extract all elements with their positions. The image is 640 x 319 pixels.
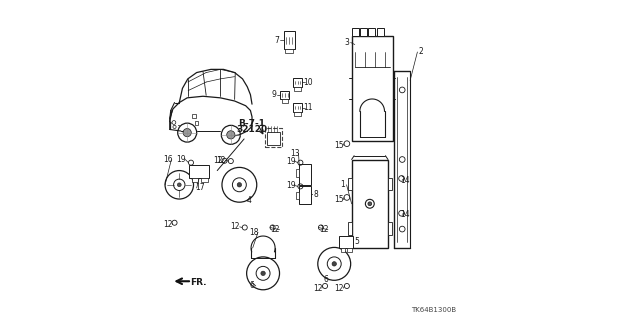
Circle shape xyxy=(368,202,372,206)
Text: 6: 6 xyxy=(324,275,329,284)
Bar xyxy=(340,248,346,252)
Bar xyxy=(347,248,351,252)
Bar xyxy=(388,222,392,235)
Text: 12: 12 xyxy=(163,220,172,229)
Bar xyxy=(192,114,196,118)
Bar xyxy=(300,164,312,185)
Bar xyxy=(195,121,198,125)
Bar xyxy=(293,78,302,87)
Text: 12: 12 xyxy=(313,284,322,293)
Bar xyxy=(351,36,393,141)
Text: 17: 17 xyxy=(195,183,205,192)
Text: 12: 12 xyxy=(213,156,223,165)
Text: 1: 1 xyxy=(340,180,345,189)
Bar xyxy=(351,160,388,248)
Bar xyxy=(285,49,293,53)
Bar xyxy=(360,28,367,36)
Text: 7: 7 xyxy=(275,36,279,45)
Text: 15: 15 xyxy=(334,141,344,150)
Bar xyxy=(294,87,301,91)
Text: B-7-1: B-7-1 xyxy=(239,119,266,128)
Text: 5: 5 xyxy=(354,237,359,246)
Text: 6: 6 xyxy=(250,281,255,291)
Bar xyxy=(266,132,280,145)
Bar xyxy=(352,28,359,36)
Bar xyxy=(377,28,384,36)
Bar xyxy=(300,186,312,204)
Text: 12: 12 xyxy=(334,284,344,293)
Circle shape xyxy=(261,271,266,276)
Bar xyxy=(293,103,302,112)
Text: 9: 9 xyxy=(271,91,276,100)
Bar xyxy=(348,222,351,235)
Bar xyxy=(348,178,351,190)
Bar xyxy=(282,100,288,103)
Text: 32120: 32120 xyxy=(236,125,268,134)
Text: 8: 8 xyxy=(314,190,318,199)
Bar xyxy=(284,32,294,49)
Bar xyxy=(369,28,376,36)
Bar xyxy=(202,178,208,182)
Text: 19: 19 xyxy=(286,181,296,190)
Bar xyxy=(296,169,300,177)
Text: 16: 16 xyxy=(163,155,172,164)
Text: 3: 3 xyxy=(344,38,349,47)
Bar xyxy=(192,178,198,182)
Text: 13: 13 xyxy=(290,149,300,158)
Text: 4: 4 xyxy=(246,196,252,205)
Text: 19: 19 xyxy=(286,157,296,166)
Bar xyxy=(280,91,289,100)
Text: 12: 12 xyxy=(319,225,328,234)
Text: 14: 14 xyxy=(400,210,410,219)
Bar xyxy=(339,236,353,248)
Circle shape xyxy=(332,262,337,266)
Text: 14: 14 xyxy=(400,175,410,185)
Circle shape xyxy=(183,129,191,137)
Bar xyxy=(265,128,282,147)
Text: 12: 12 xyxy=(216,156,226,165)
Text: 10: 10 xyxy=(303,78,312,87)
Circle shape xyxy=(237,182,241,187)
Text: 19: 19 xyxy=(177,155,186,164)
Bar xyxy=(296,192,300,198)
Circle shape xyxy=(227,131,235,139)
Text: 11: 11 xyxy=(303,103,312,112)
Text: 12: 12 xyxy=(230,222,240,231)
Bar xyxy=(189,165,209,178)
Text: 15: 15 xyxy=(334,195,344,204)
Text: 2: 2 xyxy=(419,48,424,56)
Circle shape xyxy=(177,183,181,187)
Bar xyxy=(388,178,392,190)
Text: TK64B1300B: TK64B1300B xyxy=(411,307,456,313)
Bar xyxy=(294,112,301,116)
Text: FR.: FR. xyxy=(190,278,207,287)
Text: 18: 18 xyxy=(249,228,259,237)
Text: 12: 12 xyxy=(270,225,280,234)
